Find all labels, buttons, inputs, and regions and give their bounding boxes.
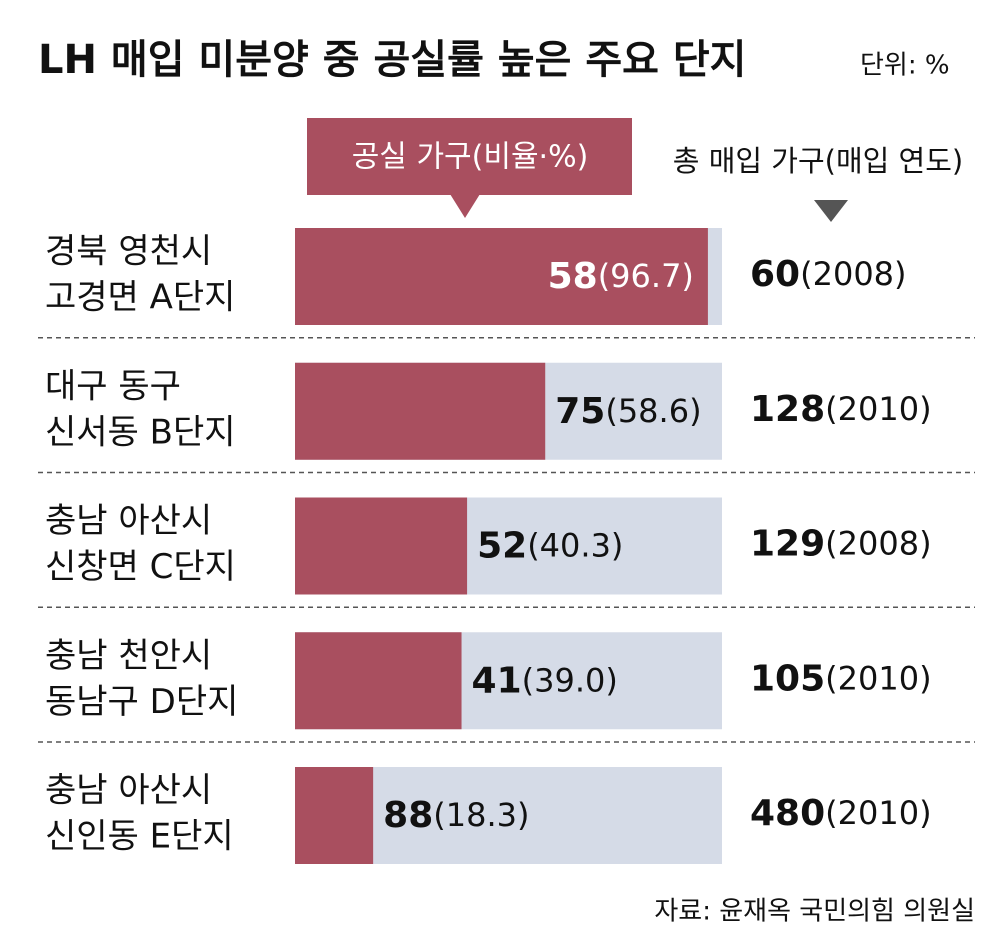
category-label: 신창면 C단지	[45, 547, 236, 587]
ratio-label: (40.3)	[527, 527, 623, 565]
category-label: 신인동 E단지	[45, 817, 234, 857]
year-label: (2008)	[800, 255, 906, 293]
legend-vacant: 공실 가구(비율·%)	[352, 140, 589, 175]
total-count: 60	[750, 254, 800, 295]
total-count: 129	[750, 524, 825, 565]
ratio-label: (39.0)	[522, 661, 618, 699]
vacant-count: 41	[472, 660, 522, 701]
total-count: 105	[750, 658, 825, 699]
year-label: (2010)	[825, 794, 931, 832]
category-label: 충남 천안시	[45, 636, 212, 676]
legend-total: 총 매입 가구(매입 연도)	[673, 144, 963, 178]
year-label: (2008)	[825, 525, 931, 563]
bar	[295, 632, 462, 730]
vacant-count: 75	[555, 391, 605, 432]
category-label: 고경면 A단지	[45, 278, 235, 318]
category-label: 충남 아산시	[45, 501, 212, 541]
total-count: 480	[750, 793, 825, 834]
unit-label: 단위: %	[860, 51, 950, 81]
chart-title: LH 매입 미분양 중 공실률 높은 주요 단지	[38, 37, 746, 83]
bar	[295, 228, 708, 325]
legend-box	[307, 118, 632, 195]
value-label: 75(58.6)	[555, 391, 701, 432]
ratio-label: (18.3)	[433, 796, 529, 834]
total-label: 60(2008)	[750, 254, 907, 295]
year-label: (2010)	[825, 659, 931, 697]
vacant-count: 88	[383, 795, 433, 836]
value-label: 41(39.0)	[472, 660, 618, 701]
year-label: (2010)	[825, 390, 931, 428]
value-label: 88(18.3)	[383, 795, 529, 836]
legend-pointer	[450, 194, 480, 218]
source: 자료: 윤재옥 국민의힘 의원실	[654, 897, 975, 927]
vacant-count: 58	[548, 256, 598, 297]
total-label: 480(2010)	[750, 793, 932, 834]
value-label: 52(40.3)	[477, 526, 623, 567]
ratio-label: (96.7)	[598, 257, 694, 295]
bar	[295, 362, 546, 460]
category-label: 충남 아산시	[45, 771, 212, 811]
category-label: 대구 동구	[45, 366, 181, 406]
category-label: 동남구 D단지	[45, 682, 238, 722]
value-label: 58(96.7)	[548, 256, 694, 297]
legend-total-pointer	[814, 200, 848, 222]
ratio-label: (58.6)	[605, 392, 701, 430]
total-label: 105(2010)	[750, 658, 932, 699]
total-count: 128	[750, 389, 825, 430]
total-label: 128(2010)	[750, 389, 932, 430]
bar	[295, 767, 374, 864]
category-label: 신서동 B단지	[45, 412, 236, 452]
bar	[295, 497, 468, 595]
vacant-count: 52	[477, 526, 527, 567]
category-label: 경북 영천시	[45, 232, 212, 272]
total-label: 129(2008)	[750, 524, 932, 565]
